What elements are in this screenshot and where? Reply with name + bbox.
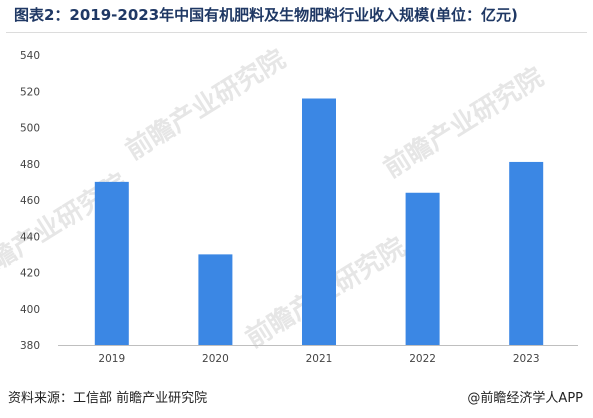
bar-2022 bbox=[405, 192, 440, 345]
y-tick-label: 440 bbox=[20, 231, 40, 243]
y-tick-label: 480 bbox=[20, 159, 40, 171]
bar-2019 bbox=[94, 181, 129, 345]
y-tick-label: 380 bbox=[20, 340, 40, 352]
x-tick-label: 2019 bbox=[98, 353, 125, 365]
brand-note: @前瞻经济学人APP bbox=[467, 391, 583, 406]
y-tick-label: 540 bbox=[20, 50, 40, 62]
title-divider bbox=[6, 32, 587, 33]
y-tick-label: 500 bbox=[20, 123, 40, 135]
bar-2023 bbox=[509, 161, 544, 345]
watermark-layer: 前瞻产业研究院前瞻产业研究院前瞻产业研究院前瞻产业研究院 bbox=[0, 43, 549, 354]
x-tick-label: 2020 bbox=[202, 353, 229, 365]
watermark-text: 前瞻产业研究院 bbox=[120, 43, 291, 166]
chart-title: 图表2：2019-2023年中国有机肥料及生物肥料行业收入规模(单位：亿元) bbox=[14, 6, 518, 24]
y-axis-ticks: 380 400 420 440 460 480 500 520 540 bbox=[20, 50, 40, 352]
x-tick-label: 2021 bbox=[306, 353, 333, 365]
y-tick-label: 420 bbox=[20, 268, 40, 280]
y-tick-label: 520 bbox=[20, 86, 40, 98]
y-tick-label: 460 bbox=[20, 195, 40, 207]
x-axis-ticks: 2019 2020 2021 2022 2023 bbox=[98, 353, 539, 365]
x-tick-label: 2023 bbox=[513, 353, 540, 365]
x-tick-label: 2022 bbox=[409, 353, 436, 365]
source-note: 资料来源：工信部 前瞻产业研究院 bbox=[8, 391, 208, 406]
y-tick-label: 400 bbox=[20, 304, 40, 316]
bar-2020 bbox=[198, 254, 233, 345]
bar-2021 bbox=[302, 98, 336, 345]
bars bbox=[94, 98, 544, 345]
